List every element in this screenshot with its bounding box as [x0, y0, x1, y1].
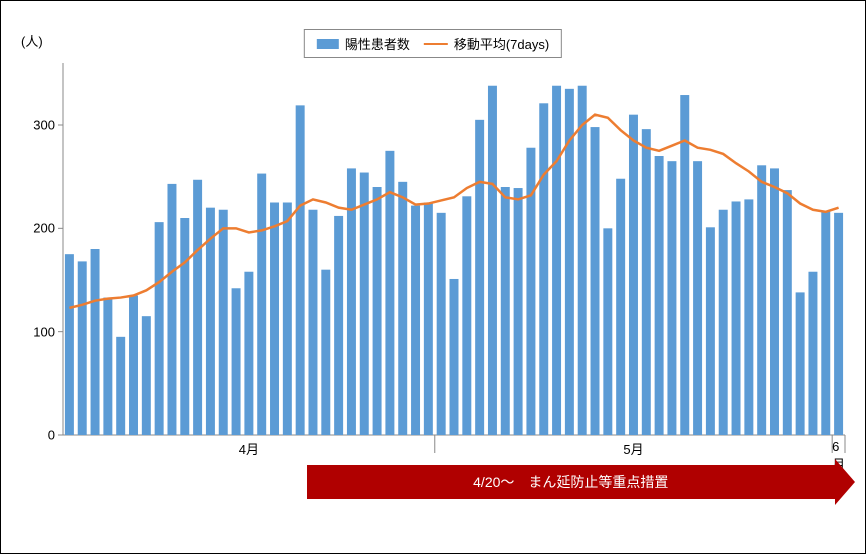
- bar: [796, 292, 805, 435]
- annotation-arrow: 4/20～ まん延防止等重点措置: [307, 465, 855, 499]
- bar: [129, 296, 138, 436]
- legend-label-bar: 陽性患者数: [345, 34, 410, 53]
- x-month-label: 4月: [239, 439, 259, 458]
- bar: [770, 168, 779, 435]
- legend-label-line: 移動平均(7days): [454, 34, 549, 53]
- legend-swatch-line: [424, 43, 448, 45]
- bar: [424, 203, 433, 436]
- bar: [321, 270, 330, 435]
- legend-item-bar: 陽性患者数: [317, 34, 410, 53]
- bar: [437, 213, 446, 435]
- chart-container: (人) 陽性患者数 移動平均(7days) 01002003004月5月6月 4…: [0, 0, 866, 554]
- bar: [373, 187, 382, 435]
- bar: [642, 129, 651, 435]
- bar: [462, 196, 471, 435]
- bar: [219, 210, 228, 435]
- bar: [180, 218, 189, 435]
- y-axis-unit: (人): [21, 31, 43, 50]
- bar: [603, 228, 612, 435]
- bar: [667, 161, 676, 435]
- bar: [360, 173, 369, 435]
- arrow-body: 4/20～ まん延防止等重点措置: [307, 465, 835, 499]
- bar: [78, 261, 87, 435]
- arrow-head-icon: [835, 459, 855, 505]
- bar: [270, 203, 279, 436]
- bar: [706, 227, 715, 435]
- bar: [732, 201, 741, 435]
- bar: [539, 103, 548, 435]
- y-tick-label: 200: [33, 221, 63, 236]
- bar: [142, 316, 151, 435]
- bar: [283, 203, 292, 436]
- bar: [65, 254, 74, 435]
- bar: [808, 272, 817, 435]
- legend: 陽性患者数 移動平均(7days): [304, 29, 562, 58]
- bar: [655, 156, 664, 435]
- bar: [167, 184, 176, 435]
- bar: [501, 187, 510, 435]
- bar: [116, 337, 125, 435]
- bar: [411, 206, 420, 435]
- bar: [757, 165, 766, 435]
- bar: [450, 279, 459, 435]
- bar: [616, 179, 625, 435]
- y-tick-label: 100: [33, 324, 63, 339]
- bar: [693, 161, 702, 435]
- bar: [296, 105, 305, 435]
- bar: [834, 213, 843, 435]
- bar: [257, 174, 266, 435]
- plot-area: 01002003004月5月6月: [63, 63, 845, 435]
- bar: [155, 222, 164, 435]
- bar: [334, 216, 343, 435]
- bar: [514, 188, 523, 435]
- bar: [629, 115, 638, 435]
- bar: [244, 272, 253, 435]
- bar: [821, 211, 830, 435]
- bar: [783, 190, 792, 435]
- bar: [193, 180, 202, 435]
- bar: [103, 298, 112, 435]
- legend-swatch-bar: [317, 39, 339, 49]
- bar: [578, 86, 587, 435]
- bar: [488, 86, 497, 435]
- bar: [398, 182, 407, 435]
- y-tick-label: 0: [48, 428, 63, 443]
- x-month-label: 5月: [623, 439, 643, 458]
- bar: [232, 288, 241, 435]
- bar: [91, 249, 100, 435]
- bar: [680, 95, 689, 435]
- arrow-label: 4/20～ まん延防止等重点措置: [473, 472, 668, 492]
- bar: [744, 199, 753, 435]
- legend-item-line: 移動平均(7days): [424, 34, 549, 53]
- bar: [475, 120, 484, 435]
- bar: [719, 210, 728, 435]
- bar: [308, 210, 317, 435]
- y-tick-label: 300: [33, 118, 63, 133]
- bar: [591, 127, 600, 435]
- bar: [552, 86, 561, 435]
